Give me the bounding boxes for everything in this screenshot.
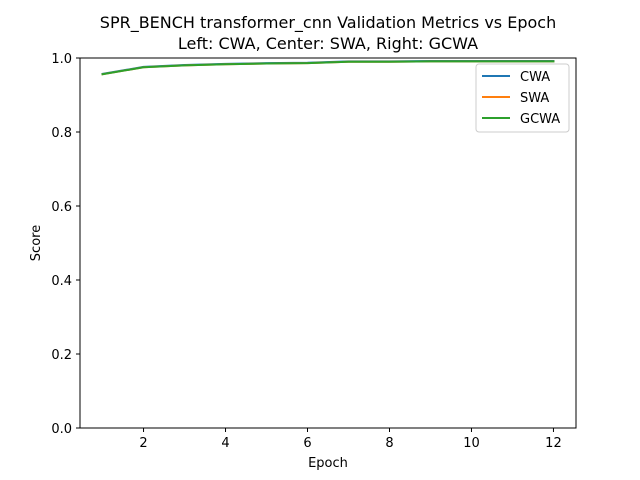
y-tick-label: 0.4 bbox=[51, 274, 72, 289]
y-tick-label: 1.0 bbox=[51, 52, 72, 67]
y-tick-label: 0.2 bbox=[51, 348, 72, 363]
chart-subtitle: Left: CWA, Center: SWA, Right: GCWA bbox=[178, 34, 478, 53]
y-tick-label: 0.0 bbox=[51, 422, 72, 437]
x-tick-label: 6 bbox=[303, 436, 311, 451]
legend-label-gcwa: GCWA bbox=[520, 112, 560, 127]
legend-frame bbox=[475, 63, 570, 133]
x-tick-label: 4 bbox=[221, 436, 229, 451]
x-axis-ticks: 2 4 6 8 10 12 bbox=[139, 428, 562, 451]
x-tick-label: 12 bbox=[545, 436, 562, 451]
series-layer bbox=[101, 59, 555, 76]
x-tick-label: 10 bbox=[463, 436, 480, 451]
plot-frame bbox=[79, 57, 577, 429]
chart-title: SPR_BENCH transformer_cnn Validation Met… bbox=[100, 13, 556, 33]
y-axis-label: Score bbox=[29, 225, 44, 261]
x-tick-label: 8 bbox=[385, 436, 393, 451]
y-tick-label: 0.6 bbox=[51, 200, 72, 215]
legend-label-swa: SWA bbox=[520, 91, 549, 106]
series-line-gcwa bbox=[101, 60, 555, 76]
y-axis-ticks: 0.0 0.2 0.4 0.6 0.8 1.0 bbox=[51, 52, 80, 437]
y-tick-label: 0.8 bbox=[51, 126, 72, 141]
legend-label-cwa: CWA bbox=[520, 70, 550, 85]
x-axis-label: Epoch bbox=[308, 456, 348, 471]
legend: CWA SWA GCWA bbox=[475, 63, 570, 133]
x-tick-label: 2 bbox=[139, 436, 147, 451]
